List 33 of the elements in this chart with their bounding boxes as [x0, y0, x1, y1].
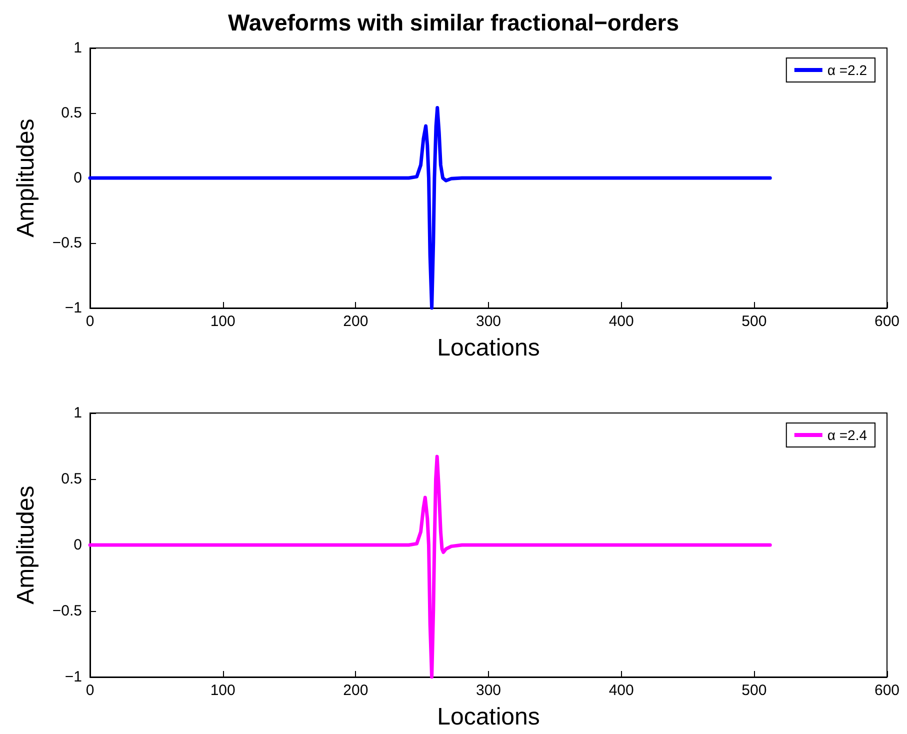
line-series: [88, 106, 772, 310]
legend-label: α =2.2: [827, 62, 868, 78]
y-tick-label: 0: [74, 170, 82, 186]
x-tick-label: 500: [742, 313, 767, 330]
y-tick-label: −1: [64, 300, 82, 316]
y-tick-label: 0: [74, 536, 82, 554]
x-tick-label: 500: [742, 682, 767, 699]
x-tick-label: 100: [210, 682, 236, 699]
y-axis-title: Amplitudes: [12, 486, 40, 604]
x-tick-label: 0: [86, 682, 94, 699]
y-tick-label: 1: [74, 404, 82, 422]
x-tick-label: 0: [86, 313, 94, 330]
x-tick-label: 400: [608, 313, 634, 330]
x-tick-label: 200: [343, 682, 368, 699]
y-axis-title: Amplitudes: [12, 118, 40, 238]
y-tick-label: −1: [64, 668, 82, 686]
y-tick-label: 0.5: [61, 104, 82, 122]
y-tick-label: −0.5: [52, 234, 82, 252]
legend-label: α =2.4: [827, 427, 868, 443]
chart-title: Waveforms with similar fractional−orders: [228, 10, 679, 36]
y-tick-label: 0.5: [61, 470, 82, 488]
line-series: [88, 454, 772, 679]
x-tick-label: 400: [608, 682, 634, 699]
x-tick-label: 200: [343, 313, 368, 330]
x-tick-label: 600: [874, 313, 900, 330]
y-tick-label: 1: [74, 40, 82, 56]
x-tick-label: 300: [476, 682, 502, 699]
x-axis-title: Locations: [437, 704, 540, 730]
y-tick-label: −0.5: [52, 602, 82, 620]
x-tick-label: 100: [210, 313, 236, 330]
x-tick-label: 300: [476, 313, 502, 330]
x-axis-title: Locations: [437, 334, 540, 362]
x-tick-label: 600: [874, 682, 900, 699]
